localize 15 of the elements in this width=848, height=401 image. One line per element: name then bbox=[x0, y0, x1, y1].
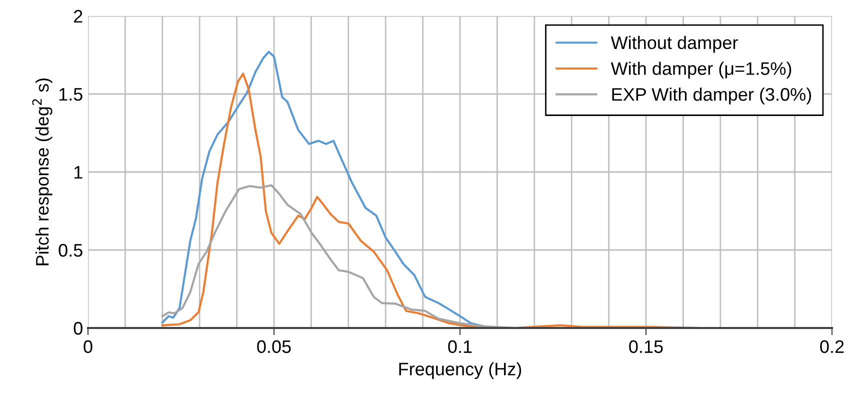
y-tick-label: 2 bbox=[74, 10, 82, 23]
y-tick-label: 0.5 bbox=[58, 244, 82, 257]
legend-label: Without damper bbox=[610, 36, 738, 53]
y-tick-label: 1.5 bbox=[59, 88, 82, 101]
x-tick-label: 0.15 bbox=[629, 340, 663, 354]
y-axis-title: Pitch response (deg$^{2}$ s) bbox=[32, 78, 52, 266]
x-axis-title: Frequency (Hz) bbox=[399, 362, 522, 380]
legend-label: EXP With damper (3.0%) bbox=[612, 88, 812, 104]
x-tick-label: 0 bbox=[84, 340, 92, 354]
x-tick-label: 0.2 bbox=[820, 340, 844, 354]
y-tick-label: 1 bbox=[74, 166, 82, 179]
x-tick-label: 0.1 bbox=[448, 340, 472, 354]
legend-label: With damper (μ=1.5%) bbox=[610, 62, 792, 79]
x-tick-label: 0.05 bbox=[257, 340, 291, 354]
y-tick-label: 0 bbox=[74, 322, 82, 335]
